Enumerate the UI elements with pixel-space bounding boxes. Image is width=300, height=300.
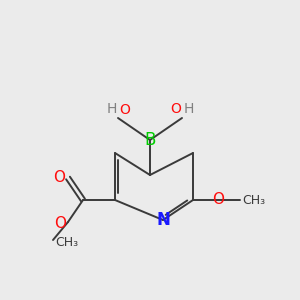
Text: H: H xyxy=(106,102,117,116)
Text: N: N xyxy=(156,211,170,229)
Text: B: B xyxy=(144,131,156,149)
Text: CH₃: CH₃ xyxy=(242,194,265,206)
Text: CH₃: CH₃ xyxy=(55,236,78,248)
Text: O: O xyxy=(119,103,130,117)
Text: O: O xyxy=(170,102,181,116)
Text: H: H xyxy=(184,102,194,116)
Text: O: O xyxy=(54,217,66,232)
Text: O: O xyxy=(212,193,224,208)
Text: O: O xyxy=(53,170,65,185)
